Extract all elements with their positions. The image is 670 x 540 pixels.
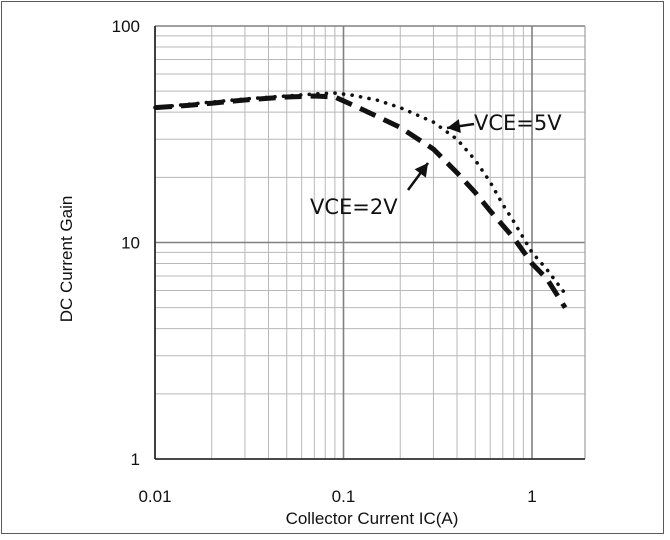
y-tick-label: 1 bbox=[131, 450, 140, 469]
series-vce-2v bbox=[154, 93, 568, 310]
x-tick-label: 1 bbox=[527, 487, 536, 506]
series-line-vce-5v bbox=[153, 91, 567, 296]
annotation-arrows bbox=[406, 119, 475, 191]
x-tick-label: 0.01 bbox=[138, 487, 171, 506]
arrow-vce-2v-head bbox=[414, 163, 428, 178]
series-vce-5v bbox=[153, 91, 567, 296]
annotation-vce-5v: VCE=5V bbox=[474, 111, 562, 135]
chart-frame bbox=[1, 1, 664, 534]
arrow-vce-5v-head bbox=[447, 119, 461, 134]
series-line-vce-2v bbox=[154, 93, 568, 310]
annotation-vce-2v: VCE=2V bbox=[310, 195, 398, 219]
y-axis-label: DC Current Gain bbox=[57, 196, 76, 323]
tick-labels: 0.01 0.1 1 1 10 100 bbox=[112, 17, 537, 506]
x-axis-label: Collector Current IC(A) bbox=[286, 509, 459, 528]
y-tick-label: 100 bbox=[112, 17, 140, 36]
x-tick-label: 0.1 bbox=[332, 487, 356, 506]
grid-major bbox=[154, 25, 586, 460]
y-tick-label: 10 bbox=[121, 234, 140, 253]
